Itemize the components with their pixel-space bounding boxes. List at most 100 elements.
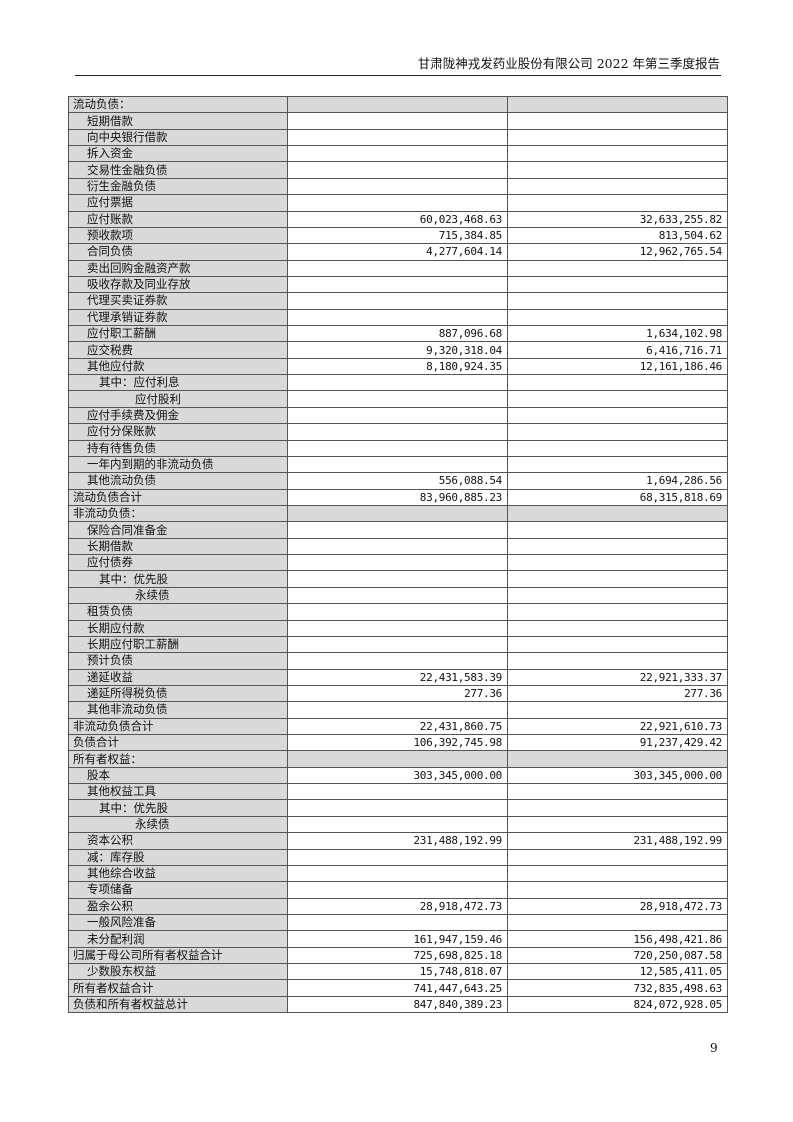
row-value-previous <box>507 913 728 932</box>
row-value-previous <box>507 177 728 196</box>
row-value-current <box>287 701 508 719</box>
row-label: 递延收益 <box>68 668 288 686</box>
row-value-previous <box>507 701 728 719</box>
row-value-previous <box>507 815 728 834</box>
table-row: 长期应付款 <box>68 619 728 637</box>
row-label: 短期借款 <box>68 112 288 130</box>
row-value-current <box>287 586 508 605</box>
table-row: 应付职工薪酬 887,096.68 1,634,102.98 <box>68 325 728 343</box>
table-row: 其中：应付利息 <box>68 374 728 392</box>
row-value-current <box>287 439 508 457</box>
row-label: 拆入资金 <box>68 145 288 163</box>
row-value-previous: 732,835,498.63 <box>507 979 728 997</box>
table-row: 租赁负债 <box>68 603 728 621</box>
row-value-current: 106,392,745.98 <box>287 734 508 752</box>
table-row: 股本 303,345,000.00 303,345,000.00 <box>68 766 728 785</box>
table-row: 其他权益工具 <box>68 783 728 801</box>
row-label: 负债和所有者权益总计 <box>68 995 288 1014</box>
row-value-previous: 32,633,255.82 <box>507 210 728 228</box>
table-row: 合同负债 4,277,604.14 12,962,765.54 <box>68 243 728 261</box>
row-value-current: 231,488,192.99 <box>287 832 508 850</box>
row-value-current: 887,096.68 <box>287 325 508 343</box>
row-value-previous: 22,921,333.37 <box>507 668 728 686</box>
report-header-title: 甘肃陇神戎发药业股份有限公司 2022 年第三季度报告 <box>417 56 720 71</box>
row-label: 长期应付款 <box>68 619 288 637</box>
table-row: 资本公积 231,488,192.99 231,488,192.99 <box>68 832 728 850</box>
table-row: 代理承销证券款 <box>68 308 728 327</box>
row-label: 专项储备 <box>68 881 288 899</box>
row-value-current <box>287 406 508 425</box>
row-value-current <box>287 423 508 441</box>
row-label: 交易性金融负债 <box>68 161 288 179</box>
table-row: 短期借款 <box>68 112 728 130</box>
row-label: 卖出回购金融资产款 <box>68 259 288 277</box>
row-value-current <box>287 848 508 866</box>
table-row: 预收款项 715,384.85 813,504.62 <box>68 226 728 245</box>
table-row: 代理买卖证券款 <box>68 292 728 310</box>
row-value-current: 741,447,643.25 <box>287 979 508 997</box>
table-row: 卖出回购金融资产款 <box>68 259 728 277</box>
table-row: 归属于母公司所有者权益合计 725,698,825.18 720,250,087.5… <box>68 946 728 965</box>
row-label: 应付账款 <box>68 210 288 228</box>
table-row: 盈余公积 28,918,472.73 28,918,472.73 <box>68 897 728 915</box>
row-value-current <box>287 259 508 277</box>
row-label: 预收款项 <box>68 226 288 245</box>
section-header-row: 所有者权益： <box>68 750 728 768</box>
table-row: 应付股利 <box>68 390 728 408</box>
row-value-previous <box>507 292 728 310</box>
table-row: 负债合计 106,392,745.98 91,237,429.42 <box>68 734 728 752</box>
row-value-previous <box>507 750 728 768</box>
table-row: 其他流动负债 556,088.54 1,694,286.56 <box>68 472 728 490</box>
row-label: 应付职工薪酬 <box>68 325 288 343</box>
row-value-previous: 231,488,192.99 <box>507 832 728 850</box>
row-value-current: 4,277,604.14 <box>287 243 508 261</box>
row-value-previous <box>507 406 728 425</box>
table-row: 递延所得税负债 277.36 277.36 <box>68 684 728 703</box>
row-value-previous: 824,072,928.05 <box>507 995 728 1014</box>
row-label: 应付股利 <box>68 390 288 408</box>
row-label: 流动负债： <box>68 95 288 114</box>
row-value-previous <box>507 783 728 801</box>
row-value-current <box>287 554 508 572</box>
row-label: 所有者权益： <box>68 750 288 768</box>
table-row: 吸收存款及同业存放 <box>68 275 728 294</box>
row-value-current: 9,320,318.04 <box>287 341 508 359</box>
row-value-previous: 813,504.62 <box>507 226 728 245</box>
row-value-current <box>287 537 508 556</box>
row-label: 股本 <box>68 766 288 785</box>
table-row: 应付手续费及佣金 <box>68 406 728 425</box>
row-label: 减：库存股 <box>68 848 288 866</box>
row-label: 少数股东权益 <box>68 963 288 981</box>
row-label: 归属于母公司所有者权益合计 <box>68 946 288 965</box>
row-label: 其他综合收益 <box>68 864 288 883</box>
balance-sheet-table: 流动负债： 短期借款 向中央银行借款 拆入资金 交易性金融负债 衍生金融负债 应付票据 应付账… <box>68 95 728 1014</box>
row-label: 资本公积 <box>68 832 288 850</box>
row-value-current: 22,431,860.75 <box>287 717 508 736</box>
row-value-previous: 156,498,421.86 <box>507 930 728 948</box>
row-value-current <box>287 864 508 883</box>
row-value-previous <box>507 308 728 327</box>
row-value-current: 847,840,389.23 <box>287 995 508 1014</box>
row-value-current <box>287 652 508 670</box>
table-row: 应付分保账款 <box>68 423 728 441</box>
row-value-current: 28,918,472.73 <box>287 897 508 915</box>
row-label: 租赁负债 <box>68 603 288 621</box>
row-value-previous <box>507 799 728 817</box>
row-label: 非流动负债合计 <box>68 717 288 736</box>
table-row: 所有者权益合计 741,447,643.25 732,835,498.63 <box>68 979 728 997</box>
row-value-current: 8,180,924.35 <box>287 357 508 376</box>
row-label: 向中央银行借款 <box>68 128 288 147</box>
table-row: 保险合同准备金 <box>68 521 728 539</box>
row-value-previous <box>507 603 728 621</box>
row-value-previous <box>507 619 728 637</box>
table-row: 其中：优先股 <box>68 799 728 817</box>
row-value-previous: 68,315,818.69 <box>507 488 728 506</box>
row-value-previous <box>507 194 728 212</box>
table-row: 一年内到期的非流动负债 <box>68 455 728 474</box>
table-row: 非流动负债合计 22,431,860.75 22,921,610.73 <box>68 717 728 736</box>
table-row: 永续债 <box>68 815 728 834</box>
section-header-row: 流动负债： <box>68 95 728 114</box>
row-label: 永续债 <box>68 586 288 605</box>
row-value-current <box>287 504 508 523</box>
row-label: 其他应付款 <box>68 357 288 376</box>
